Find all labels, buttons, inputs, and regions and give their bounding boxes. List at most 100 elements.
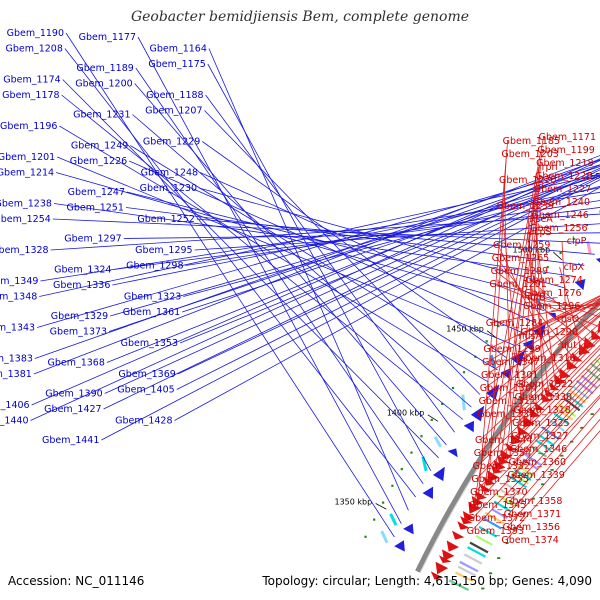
forward-gene-label: Gbem_1343 [0, 323, 35, 334]
reverse-gene-label: Gbem_1171 [539, 132, 596, 143]
reverse-gene-label: Gbem_1325 [512, 418, 569, 429]
forward-gene-arrow [574, 279, 586, 291]
left-leader-line [39, 174, 600, 297]
right-leader-line [529, 292, 600, 318]
forward-gene-label: Gbem_1177 [79, 32, 136, 43]
reverse-feature-block [534, 439, 552, 452]
reverse-gene-label: Gbem_1240 [533, 197, 590, 208]
reverse-feature-block [503, 481, 523, 496]
right-leader-line [488, 295, 600, 350]
left-leader-line [185, 200, 600, 266]
right-leader-line [488, 153, 507, 483]
forward-gene-label: Gbem_1373 [50, 327, 107, 338]
reverse-gene-label: Gbem_1332 [473, 461, 530, 472]
outer-guide-dot [430, 418, 433, 421]
reverse-gene-label: acpS [528, 227, 551, 238]
inner-guide-dot [481, 587, 485, 590]
left-leader-line [52, 218, 600, 244]
reverse-gene-label: Gbem_1265 [492, 253, 549, 264]
reverse-gene-label: Gbem_1339 [507, 470, 564, 481]
right-leader-line [471, 394, 600, 532]
inner-guide-dot [522, 512, 526, 515]
kbp-tick-label: 1400 kbp [387, 409, 425, 418]
reverse-gene-arrow [505, 442, 517, 451]
reverse-gene-arrow [529, 408, 541, 418]
kbp-tick [375, 503, 387, 510]
outer-guide-dot [420, 435, 423, 438]
outer-guide-dot [382, 501, 385, 504]
forward-gene-label: Gbem_1297 [64, 234, 121, 245]
reverse-gene-arrow [479, 483, 492, 492]
forward-gene-label: Gbem_1249 [71, 141, 128, 152]
forward-gene-label: Gbem_1251 [66, 203, 123, 214]
outer-guide-dot [572, 237, 575, 240]
forward-gene-label: Gbem_1428 [115, 416, 172, 427]
inner-guide-dot [531, 497, 535, 500]
forward-gene-label: Gbem_1226 [70, 156, 127, 167]
left-leader-line [126, 191, 555, 300]
left-leader-line [123, 232, 600, 239]
forward-gene-label: Gbem_1207 [145, 106, 202, 117]
inner-guide-dot [489, 572, 493, 575]
left-leader-line [113, 207, 600, 270]
reverse-feature-block [484, 511, 505, 525]
reverse-gene-label: Gbem_1274 [525, 275, 582, 286]
reverse-gene-label: rph [542, 162, 558, 173]
forward-feature-block [433, 436, 443, 448]
reverse-gene-arrow [487, 470, 500, 483]
right-leader-line [486, 295, 600, 363]
forward-gene-label: Gbem_1381 [0, 369, 32, 380]
outer-guide-dot [462, 371, 466, 374]
reverse-gene-label: Gbem_1318 [513, 405, 570, 416]
forward-gene-label: Gbem_1406 [0, 400, 30, 411]
left-leader-line [204, 110, 481, 395]
forward-gene-label: Gbem_1231 [73, 110, 130, 121]
reverse-gene-label: Gbem_1296 [523, 301, 580, 312]
left-leader-line [65, 32, 395, 538]
left-leader-line [129, 160, 526, 335]
right-leader-line [473, 373, 600, 506]
reverse-gene-label: Gbem_1185 [503, 136, 560, 147]
left-leader-line [31, 158, 600, 406]
reverse-gene-label: Gbem_1354 [474, 448, 531, 459]
left-leader-line [135, 67, 424, 485]
reverse-gene-label: rpsO [557, 314, 579, 325]
reverse-gene-label: clpX [564, 262, 585, 273]
reverse-feature-block [457, 565, 477, 577]
forward-gene-label: Gbem_1295 [135, 245, 192, 256]
right-leader-line [557, 311, 600, 346]
forward-feature-block [380, 530, 389, 544]
reverse-gene-label: Gbem_1356 [503, 522, 560, 533]
forward-gene-label: Gbem_1361 [123, 307, 180, 318]
right-leader-line [485, 298, 600, 376]
outer-guide-dot [546, 266, 549, 269]
reverse-gene-label: Gbem_1322 [516, 379, 573, 390]
inner-guide-dot [541, 483, 545, 486]
forward-gene-arrow [463, 420, 474, 433]
reverse-gene-label: Gbem_1355 [471, 474, 528, 485]
map-title: Geobacter bemidjiensis Bem, complete gen… [130, 9, 470, 25]
outer-guide-dot [559, 251, 562, 255]
reverse-gene-label: Gbem_1290 [521, 327, 578, 338]
forward-gene-label: Gbem_1324 [54, 265, 111, 276]
outer-guide-dot [497, 325, 500, 328]
reverse-gene-label: Gbem_1259 [493, 240, 550, 251]
right-leader-line [515, 347, 600, 437]
forward-gene-label: Gbem_1336 [53, 280, 110, 291]
outer-guide-dot [364, 535, 367, 538]
forward-gene-label: Gbem_1252 [137, 214, 194, 225]
right-leader-line [527, 304, 600, 307]
left-leader-line [34, 159, 600, 359]
reverse-gene-arrow [468, 501, 481, 514]
reverse-gene-label: Gbem_1372 [468, 513, 525, 524]
reverse-gene-label: clpP [567, 236, 587, 247]
forward-gene-label: Gbem_1368 [47, 358, 104, 369]
outer-guide-dot [391, 484, 394, 487]
forward-gene-arrow [422, 486, 434, 499]
left-leader-line [208, 48, 409, 511]
reverse-gene-label: dut [561, 340, 577, 351]
left-leader-line [33, 155, 600, 375]
right-leader-line [509, 396, 600, 502]
reverse-gene-label: Gbem_1227 [534, 184, 591, 195]
right-leader-line [516, 338, 600, 424]
